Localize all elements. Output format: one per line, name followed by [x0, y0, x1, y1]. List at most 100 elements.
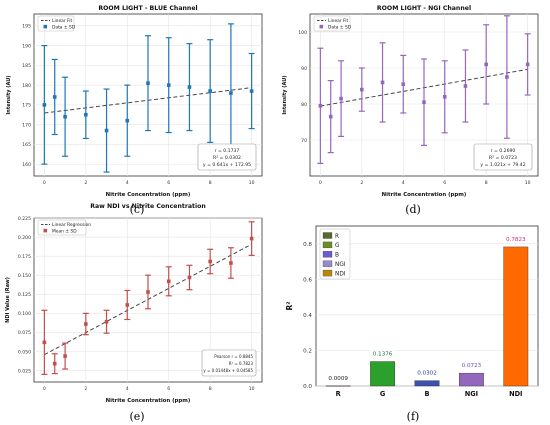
y-axis-label: Intensity (AU): [282, 75, 288, 114]
x-axis-label: Nitrite Concentration (ppm): [106, 192, 191, 198]
x-tick-label: 0: [319, 180, 322, 186]
x-tick-label: 2: [84, 180, 87, 186]
panel-label-c: (c): [130, 203, 145, 216]
legend-label: B: [335, 253, 339, 259]
x-tick-label: 4: [126, 180, 129, 186]
legend-label: Linear Regression: [52, 222, 91, 228]
stats-line: y = 0.01448x + 0.04585: [203, 368, 253, 373]
chart-panel-0: 160 165 170 175 180 185 190 195 0 2 4 6 8 10 ROOM LIGH…: [6, 5, 263, 198]
y-tick-label: 90: [301, 66, 307, 72]
y-tick-label: 0.6: [303, 278, 312, 284]
data-point: [229, 261, 233, 265]
data-point: [208, 259, 212, 264]
data-point: [104, 319, 109, 324]
x-tick-label: 0: [43, 180, 46, 186]
legend-swatch-data: [319, 24, 324, 29]
data-point: [442, 95, 447, 99]
legend-label: Data ± SD: [328, 24, 352, 30]
data-point: [525, 62, 530, 67]
y-tick-label: 0.125: [18, 292, 31, 298]
y-tick-label: 0.100: [18, 311, 31, 317]
x-tick-label: 10: [249, 386, 255, 392]
y-tick-label: 0.4: [303, 313, 312, 319]
x-tick-label: NGI: [465, 390, 478, 398]
legend-label: NDI: [335, 271, 346, 277]
stats-box-frame: [201, 349, 257, 377]
x-tick-label: G: [380, 390, 385, 398]
x-tick-label: 10: [525, 180, 531, 186]
y-tick-label: 170: [22, 122, 31, 128]
data-point: [125, 303, 130, 307]
y-tick-label: 100: [298, 30, 307, 36]
data-point: [166, 83, 171, 87]
legend-box: [37, 219, 87, 236]
data-point: [401, 82, 406, 86]
value-label: 0.0723: [458, 361, 485, 370]
y-tick-label: 195: [22, 24, 31, 30]
data-point: [146, 290, 150, 294]
y-tick-label: 0.150: [18, 273, 31, 279]
value-label-bg: [369, 349, 396, 358]
data-point: [208, 89, 212, 93]
legend-swatch: [322, 269, 333, 277]
data-point: [104, 128, 109, 133]
panel-label-d: (d): [405, 203, 421, 216]
x-tick-label: 6: [167, 386, 170, 392]
stats-line: R² = 0.7823: [229, 361, 254, 366]
data-point: [52, 95, 57, 99]
value-label-text: 0.0009: [328, 376, 348, 382]
value-label-bg: [502, 234, 529, 243]
legend-label: R: [335, 234, 339, 240]
chart-panel-3: 0.0 0.2 0.4 0.6 0.8 0.0009 R 0.1376 G 0.0302 B 0.07…: [285, 225, 539, 398]
data-point: [463, 84, 468, 88]
y-tick-label: 175: [22, 103, 31, 109]
legend: RGB NGI NDI: [319, 228, 351, 280]
value-label-bg: [325, 373, 352, 382]
x-tick-label: 10: [249, 180, 255, 186]
bar-g: [370, 361, 396, 387]
data-point: [63, 354, 67, 358]
stats-line: R² = 0.0302: [213, 155, 241, 161]
y-tick-label: 0.075: [18, 330, 31, 336]
x-tick-label: B: [424, 390, 429, 398]
data-point: [125, 118, 130, 123]
x-tick-label: 0: [43, 386, 46, 392]
chart-panel-1: 70 80 90 100 0 2 4 6 8 10 ROOM LIGHT - NGI Channel…: [282, 5, 539, 198]
data-point: [484, 62, 488, 67]
legend-swatch: [322, 241, 333, 249]
data-point: [229, 91, 233, 95]
data-point: [84, 322, 88, 326]
y-axis-label: NDI Value (Raw): [5, 277, 11, 323]
x-tick-label: 8: [209, 180, 212, 186]
stats-line: Pearson r = 0.8845: [214, 354, 253, 359]
legend-label: Linear Fit: [328, 18, 348, 24]
data-point: [380, 80, 385, 85]
panel-label-e: (e): [129, 410, 144, 423]
data-point: [42, 340, 47, 345]
x-tick-label: 4: [402, 180, 405, 186]
data-point: [360, 87, 364, 92]
value-label: 0.0302: [414, 368, 440, 377]
x-tick-label: 6: [167, 180, 170, 186]
y-tick-label: 190: [22, 43, 31, 49]
legend-swatch-data: [43, 228, 48, 233]
y-axis-label: R²: [285, 301, 294, 310]
x-tick-label: 8: [485, 180, 488, 186]
y-tick-label: 0.0: [303, 384, 312, 390]
data-point: [42, 103, 47, 107]
data-point: [422, 100, 426, 104]
data-point: [52, 361, 57, 366]
data-point: [84, 112, 88, 117]
data-point: [63, 114, 67, 119]
y-tick-label: 160: [22, 162, 31, 168]
legend-label: Data ± SD: [52, 24, 76, 30]
y-tick-label: 165: [22, 142, 31, 148]
x-tick-label: 2: [360, 180, 363, 186]
y-tick-label: 180: [22, 83, 31, 89]
x-axis-label: Nitrite Concentration (ppm): [106, 398, 191, 404]
data-point: [249, 236, 254, 241]
